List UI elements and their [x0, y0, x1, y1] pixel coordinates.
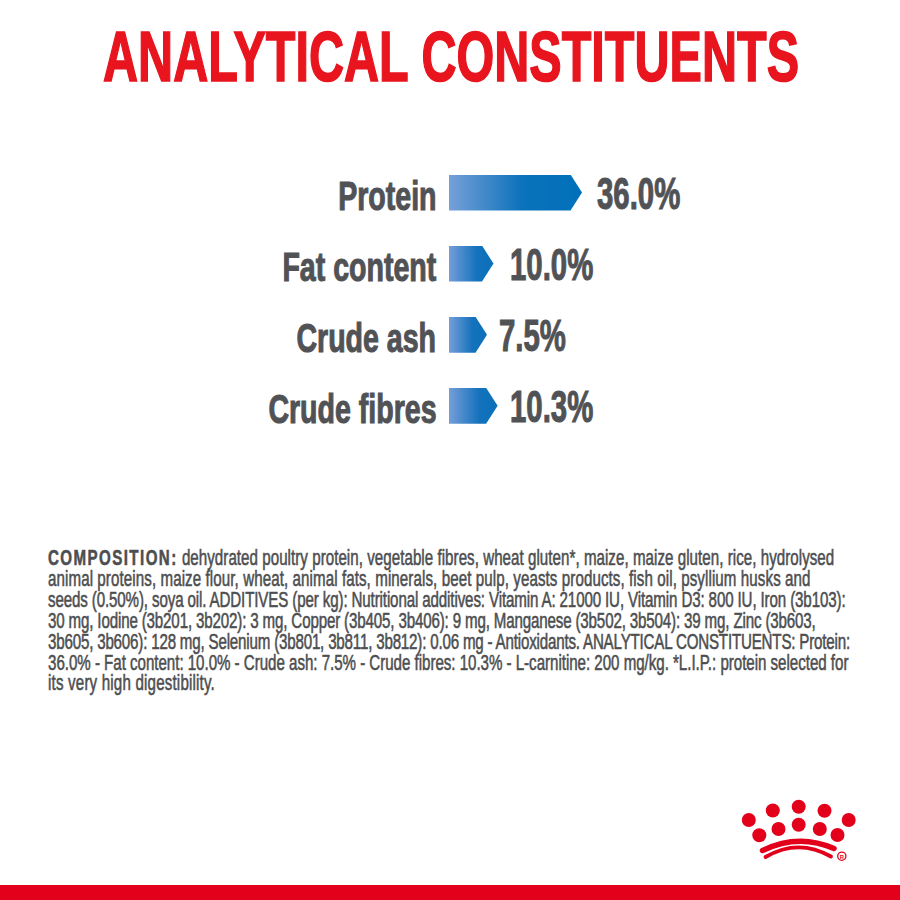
svg-text:R: R: [840, 854, 845, 860]
